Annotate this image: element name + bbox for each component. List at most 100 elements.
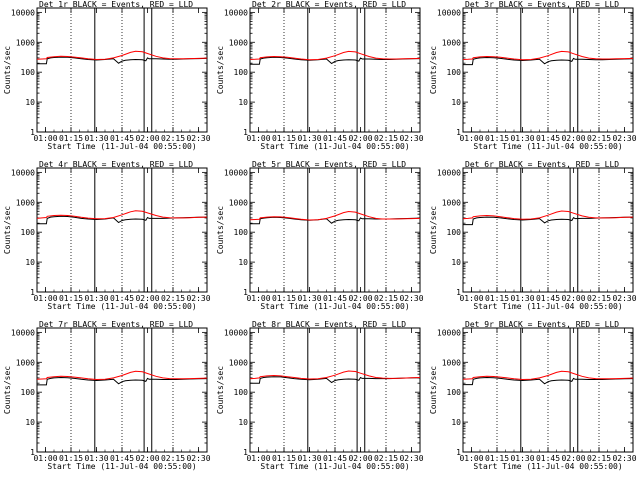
x-tick-label: 02:30 bbox=[399, 294, 423, 303]
panel-title: Det 3r BLACK = Events, RED = LLD bbox=[465, 0, 619, 9]
y-tick-label: 10000 bbox=[437, 168, 461, 177]
series-line-events bbox=[37, 376, 208, 386]
series-line-lld bbox=[249, 50, 421, 61]
y-tick-label: 100 bbox=[234, 388, 249, 397]
x-tick-label: 01:30 bbox=[510, 134, 534, 143]
x-tick-label: 02:15 bbox=[587, 454, 611, 463]
series-line-lld bbox=[462, 370, 634, 381]
panel-title: Det 9r BLACK = Events, RED = LLD bbox=[465, 320, 619, 329]
y-tick-label: 10 bbox=[25, 418, 35, 427]
x-tick-label: 01:30 bbox=[510, 454, 534, 463]
x-tick-label: 01:15 bbox=[272, 294, 296, 303]
x-tick-label: 02:00 bbox=[135, 454, 159, 463]
y-tick-label: 1 bbox=[30, 288, 35, 297]
y-tick-label: 100 bbox=[21, 388, 36, 397]
x-axis-label: Start Time (11-Jul-04 00:55:00) bbox=[47, 302, 196, 311]
y-tick-label: 1 bbox=[30, 128, 35, 137]
x-axis-label: Start Time (11-Jul-04 00:55:00) bbox=[47, 462, 196, 471]
x-axis-label: Start Time (11-Jul-04 00:55:00) bbox=[473, 302, 622, 311]
x-tick-label: 01:45 bbox=[323, 294, 347, 303]
x-tick-label: 01:00 bbox=[33, 294, 57, 303]
x-tick-label: 01:45 bbox=[536, 134, 560, 143]
y-axis-label: Counts/sec bbox=[216, 46, 225, 94]
x-tick-label: 02:30 bbox=[186, 454, 210, 463]
y-tick-label: 10000 bbox=[11, 328, 35, 337]
x-tick-label: 02:30 bbox=[399, 454, 423, 463]
y-tick-label: 1 bbox=[30, 448, 35, 457]
series-line-lld bbox=[36, 50, 208, 61]
x-tick-label: 02:00 bbox=[561, 134, 585, 143]
x-tick-label: 01:45 bbox=[536, 294, 560, 303]
x-tick-label: 01:30 bbox=[297, 294, 321, 303]
x-tick-label: 02:30 bbox=[186, 134, 210, 143]
y-tick-label: 1 bbox=[456, 448, 461, 457]
x-tick-label: 01:15 bbox=[272, 134, 296, 143]
y-tick-label: 10000 bbox=[11, 168, 35, 177]
x-tick-label: 02:30 bbox=[612, 294, 636, 303]
y-tick-label: 10000 bbox=[224, 328, 248, 337]
series-line-lld bbox=[462, 50, 634, 61]
x-tick-label: 02:00 bbox=[348, 454, 372, 463]
x-tick-label: 01:15 bbox=[59, 134, 83, 143]
x-tick-label: 01:30 bbox=[84, 454, 108, 463]
panel-title: Det 8r BLACK = Events, RED = LLD bbox=[252, 320, 406, 329]
y-tick-label: 100 bbox=[234, 68, 249, 77]
x-axis-label: Start Time (11-Jul-04 00:55:00) bbox=[260, 462, 409, 471]
panel-det-2: Det 2r BLACK = Events, RED = LLD10000100… bbox=[216, 0, 424, 151]
x-tick-label: 01:00 bbox=[459, 134, 483, 143]
y-axis-label: Counts/sec bbox=[429, 206, 438, 254]
y-tick-label: 1 bbox=[243, 288, 248, 297]
y-tick-label: 10 bbox=[451, 258, 461, 267]
series-line-lld bbox=[36, 370, 208, 381]
x-tick-label: 01:30 bbox=[84, 134, 108, 143]
panel-det-6: Det 6r BLACK = Events, RED = LLD10000100… bbox=[429, 160, 637, 311]
x-tick-label: 01:45 bbox=[110, 294, 134, 303]
x-tick-label: 01:30 bbox=[510, 294, 534, 303]
y-tick-label: 1000 bbox=[229, 358, 248, 367]
x-tick-label: 02:30 bbox=[186, 294, 210, 303]
y-tick-label: 1000 bbox=[229, 38, 248, 47]
panel-det-1: Det 1r BLACK = Events, RED = LLD10000100… bbox=[3, 0, 211, 151]
x-tick-label: 01:00 bbox=[459, 294, 483, 303]
y-tick-label: 100 bbox=[21, 228, 36, 237]
x-tick-label: 02:15 bbox=[161, 454, 185, 463]
series-line-lld bbox=[462, 210, 634, 220]
series-line-events bbox=[250, 56, 421, 65]
x-axis-label: Start Time (11-Jul-04 00:55:00) bbox=[47, 142, 196, 151]
y-tick-label: 1000 bbox=[16, 38, 35, 47]
y-tick-label: 10000 bbox=[224, 168, 248, 177]
x-tick-label: 01:15 bbox=[485, 454, 509, 463]
y-tick-label: 10 bbox=[238, 418, 248, 427]
y-tick-label: 10 bbox=[25, 98, 35, 107]
x-tick-label: 01:45 bbox=[110, 134, 134, 143]
series-line-lld bbox=[249, 370, 421, 380]
panel-title: Det 2r BLACK = Events, RED = LLD bbox=[252, 0, 406, 9]
series-line-events bbox=[463, 56, 634, 66]
x-axis-label: Start Time (11-Jul-04 00:55:00) bbox=[260, 302, 409, 311]
x-tick-label: 01:45 bbox=[323, 454, 347, 463]
x-tick-label: 02:00 bbox=[348, 294, 372, 303]
y-tick-label: 1000 bbox=[16, 198, 35, 207]
y-tick-label: 100 bbox=[234, 228, 249, 237]
y-tick-label: 100 bbox=[447, 68, 462, 77]
series-line-lld bbox=[249, 210, 421, 221]
panel-title: Det 4r BLACK = Events, RED = LLD bbox=[39, 160, 193, 169]
y-tick-label: 10 bbox=[451, 98, 461, 107]
y-tick-label: 100 bbox=[447, 228, 462, 237]
y-tick-label: 10 bbox=[238, 98, 248, 107]
y-tick-label: 1 bbox=[243, 448, 248, 457]
y-tick-label: 10 bbox=[451, 418, 461, 427]
y-tick-label: 10000 bbox=[437, 328, 461, 337]
x-tick-label: 02:30 bbox=[612, 454, 636, 463]
y-axis-label: Counts/sec bbox=[216, 366, 225, 414]
x-tick-label: 02:00 bbox=[561, 454, 585, 463]
panel-det-9: Det 9r BLACK = Events, RED = LLD 10000 10 0… bbox=[429, 320, 637, 471]
series-line-events bbox=[37, 56, 208, 65]
x-tick-label: 02:00 bbox=[348, 134, 372, 143]
panel-title: Det 5r BLACK = Events, RED = LLD bbox=[252, 160, 406, 169]
x-axis-label: Start Time (11-Jul-04 00:55:00) bbox=[473, 462, 622, 471]
panel-det-5: Det 5r BLACK = Events, RED = LLD 10000 100… bbox=[216, 160, 424, 311]
x-tick-label: 01:00 bbox=[459, 454, 483, 463]
